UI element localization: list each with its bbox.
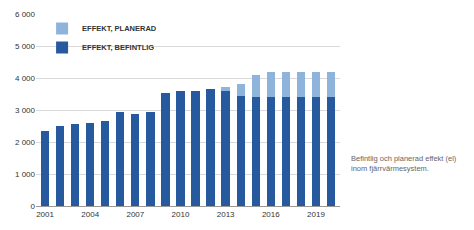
- svg-text:4 000: 4 000: [15, 74, 36, 83]
- svg-text:6 000: 6 000: [15, 10, 36, 19]
- svg-text:2013: 2013: [217, 210, 235, 219]
- svg-text:2007: 2007: [126, 210, 144, 219]
- svg-text:1 000: 1 000: [15, 170, 36, 179]
- svg-text:2010: 2010: [172, 210, 190, 219]
- svg-text:2016: 2016: [262, 210, 280, 219]
- svg-text:2004: 2004: [81, 210, 99, 219]
- svg-text:Befintlig och planerad effekt: Befintlig och planerad effekt (el)inom f…: [351, 154, 457, 173]
- svg-text:5 000: 5 000: [15, 42, 36, 51]
- svg-text:EFFEKT, PLANERAD: EFFEKT, PLANERAD: [82, 24, 157, 33]
- svg-text:0: 0: [31, 202, 36, 211]
- svg-text:EFFEKT, BEFINTLIG: EFFEKT, BEFINTLIG: [82, 43, 154, 52]
- svg-text:2001: 2001: [36, 210, 54, 219]
- svg-text:2019: 2019: [307, 210, 325, 219]
- svg-text:3 000: 3 000: [15, 106, 36, 115]
- svg-text:2 000: 2 000: [15, 138, 36, 147]
